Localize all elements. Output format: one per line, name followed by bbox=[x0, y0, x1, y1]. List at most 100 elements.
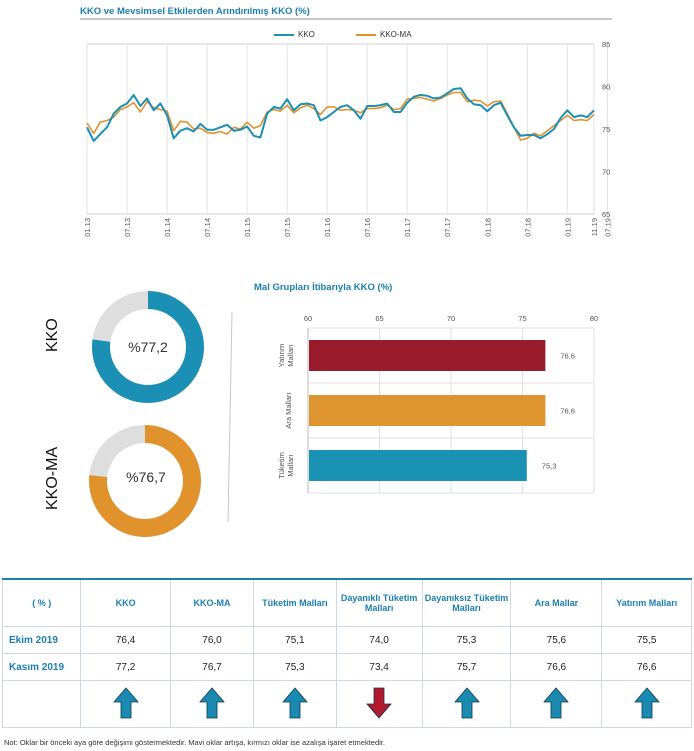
legend-kko: KKO bbox=[274, 30, 315, 39]
arrow-up-icon bbox=[112, 687, 139, 719]
table-header-cell: KKO-MA bbox=[169, 578, 255, 627]
x-tick-label: 01.15 bbox=[243, 218, 252, 237]
table-row-label: Kasım 2019 bbox=[1, 653, 82, 681]
y-tick-label: 80 bbox=[602, 83, 610, 92]
bar-yatirim-mallari bbox=[309, 340, 546, 371]
arrow-cell bbox=[80, 680, 171, 728]
x-tick-label: 07.18 bbox=[523, 218, 532, 237]
bar-category-label: Ara Malları bbox=[284, 392, 293, 428]
bar-tuketim-mallari bbox=[309, 450, 527, 481]
arrow-cell bbox=[421, 680, 512, 728]
table-arrow-row bbox=[1, 680, 692, 728]
table-cell: 73,4 bbox=[335, 653, 423, 681]
table-header-cell: KKO bbox=[80, 578, 171, 627]
donut-kko-arc bbox=[92, 291, 204, 403]
y-tick-label: 85 bbox=[602, 40, 610, 49]
summary-table: ( % ) KKO KKO-MA Tüketim Malları Dayanıklı T… bbox=[1, 578, 692, 728]
title-underline bbox=[80, 18, 612, 20]
x-tick-label: 75 bbox=[518, 314, 526, 323]
table-header-cell: Dayanıklı Tüketim Malları bbox=[335, 578, 423, 627]
legend-kko-ma: KKO-MA bbox=[356, 30, 412, 39]
footnote: Not: Oklar bir önceki aya göre değişimi … bbox=[4, 738, 385, 747]
table-cell: 76,6 bbox=[601, 653, 692, 681]
table-cell: 75,3 bbox=[421, 626, 512, 654]
x-tick-label: 01.16 bbox=[323, 218, 332, 237]
table-cell-empty bbox=[1, 680, 82, 728]
bar-chart: 60 65 70 75 80 76,6 YatırımMalları 76,6 Ara Mall… bbox=[277, 314, 598, 494]
donut-kko-ma-arc bbox=[89, 425, 201, 537]
arrow-cell bbox=[253, 680, 337, 728]
y-tick-label: 70 bbox=[602, 168, 610, 177]
x-tick-label: 07.16 bbox=[363, 218, 372, 237]
x-tick-label: 70 bbox=[447, 314, 455, 323]
table-cell: 76,4 bbox=[80, 626, 171, 654]
x-tick-label: 07.17 bbox=[443, 218, 452, 237]
donut-kko-ma-remainder bbox=[89, 425, 145, 477]
x-tick-label: 11.19 bbox=[590, 218, 599, 236]
table-cell: 75,6 bbox=[510, 626, 603, 654]
x-tick-label: 07.13 bbox=[123, 218, 132, 237]
x-tick-label: 07.19 bbox=[603, 218, 612, 237]
donut-kko-value: %77,2 bbox=[128, 339, 168, 355]
arrow-up-icon bbox=[543, 687, 570, 719]
table-header-cell: Ara Mallar bbox=[510, 578, 603, 627]
table-cell: 77,2 bbox=[80, 653, 171, 681]
table-cell: 76,7 bbox=[169, 653, 255, 681]
arrow-up-icon bbox=[199, 687, 225, 719]
bar-category-label: YatırımMalları bbox=[277, 344, 295, 368]
arrow-up-icon bbox=[633, 687, 660, 719]
table-header-cell: Dayanıksız Tüketim Malları bbox=[421, 578, 512, 627]
x-tick-label: 07.14 bbox=[203, 218, 212, 237]
y-tick-label: 75 bbox=[602, 125, 610, 134]
table-header-cell: ( % ) bbox=[1, 578, 82, 627]
table-row-label: Ekim 2019 bbox=[1, 626, 82, 654]
arrow-down-icon bbox=[366, 687, 392, 719]
table-cell: 76,6 bbox=[510, 653, 603, 681]
arrow-cell bbox=[510, 680, 603, 728]
donut-charts bbox=[89, 291, 204, 537]
table-cell: 75,7 bbox=[421, 653, 512, 681]
donut-kko-remainder bbox=[92, 291, 148, 342]
donut-kko-label: KKO bbox=[44, 318, 61, 352]
x-tick-label: 01.18 bbox=[483, 218, 492, 237]
bar-value-label: 76,6 bbox=[560, 352, 575, 361]
x-tick-label: 01.14 bbox=[163, 218, 172, 237]
x-tick-label: 01.13 bbox=[83, 218, 92, 237]
donut-kko-ma-label: KKO-MA bbox=[44, 446, 61, 510]
x-tick-label: 07.15 bbox=[283, 218, 292, 237]
bar-ara-mallari bbox=[309, 395, 546, 426]
arrow-cell bbox=[169, 680, 255, 728]
donut-kko-ma-value: %76,7 bbox=[126, 469, 166, 485]
table-header-cell: Tüketim Malları bbox=[253, 578, 337, 627]
bar-chart-title: Mal Grupları İtibarıyla KKO (%) bbox=[254, 282, 393, 293]
bar-value-label: 76,6 bbox=[560, 407, 575, 416]
x-tick-label: 01.17 bbox=[403, 218, 412, 237]
legend-kko-label: KKO bbox=[298, 30, 315, 39]
divider-line bbox=[227, 311, 233, 523]
table-cell: 74,0 bbox=[335, 626, 423, 654]
legend-kko-swatch bbox=[274, 33, 294, 36]
legend-kko-ma-swatch bbox=[356, 33, 376, 36]
table-cell: 75,1 bbox=[253, 626, 337, 654]
table-row: Ekim 2019 76,4 76,0 75,1 74,0 75,3 75,6 75,5 bbox=[1, 626, 692, 654]
line-chart: 01.13 07.13 01.14 07.14 01.15 07.15 01.16 07.16… bbox=[83, 40, 612, 237]
line-chart-title: KKO ve Mevsimsel Etkilerden Arındırılmış… bbox=[80, 6, 310, 17]
legend-kko-ma-label: KKO-MA bbox=[380, 30, 412, 39]
y-tick-label: 65 bbox=[602, 210, 610, 219]
x-tick-label: 60 bbox=[304, 314, 312, 323]
table-header-row: ( % ) KKO KKO-MA Tüketim Malları Dayanıklı T… bbox=[1, 578, 692, 627]
bar-category-label: TüketimMalları bbox=[277, 452, 295, 479]
arrow-cell bbox=[601, 680, 692, 728]
table-row: Kasım 2019 77,2 76,7 75,3 73,4 75,7 76,6 76,6 bbox=[1, 653, 692, 681]
table-cell: 76,0 bbox=[169, 626, 255, 654]
table-header-cell: Yatırım Malları bbox=[601, 578, 692, 627]
table-cell: 75,5 bbox=[601, 626, 692, 654]
arrow-up-icon bbox=[282, 687, 308, 719]
arrow-cell bbox=[335, 680, 423, 728]
table-cell: 75,3 bbox=[253, 653, 337, 681]
x-tick-label: 01.19 bbox=[563, 218, 572, 237]
bar-value-label: 75,3 bbox=[542, 462, 557, 471]
plot-area bbox=[86, 43, 595, 215]
arrow-up-icon bbox=[453, 687, 480, 719]
x-tick-label: 80 bbox=[590, 314, 598, 323]
